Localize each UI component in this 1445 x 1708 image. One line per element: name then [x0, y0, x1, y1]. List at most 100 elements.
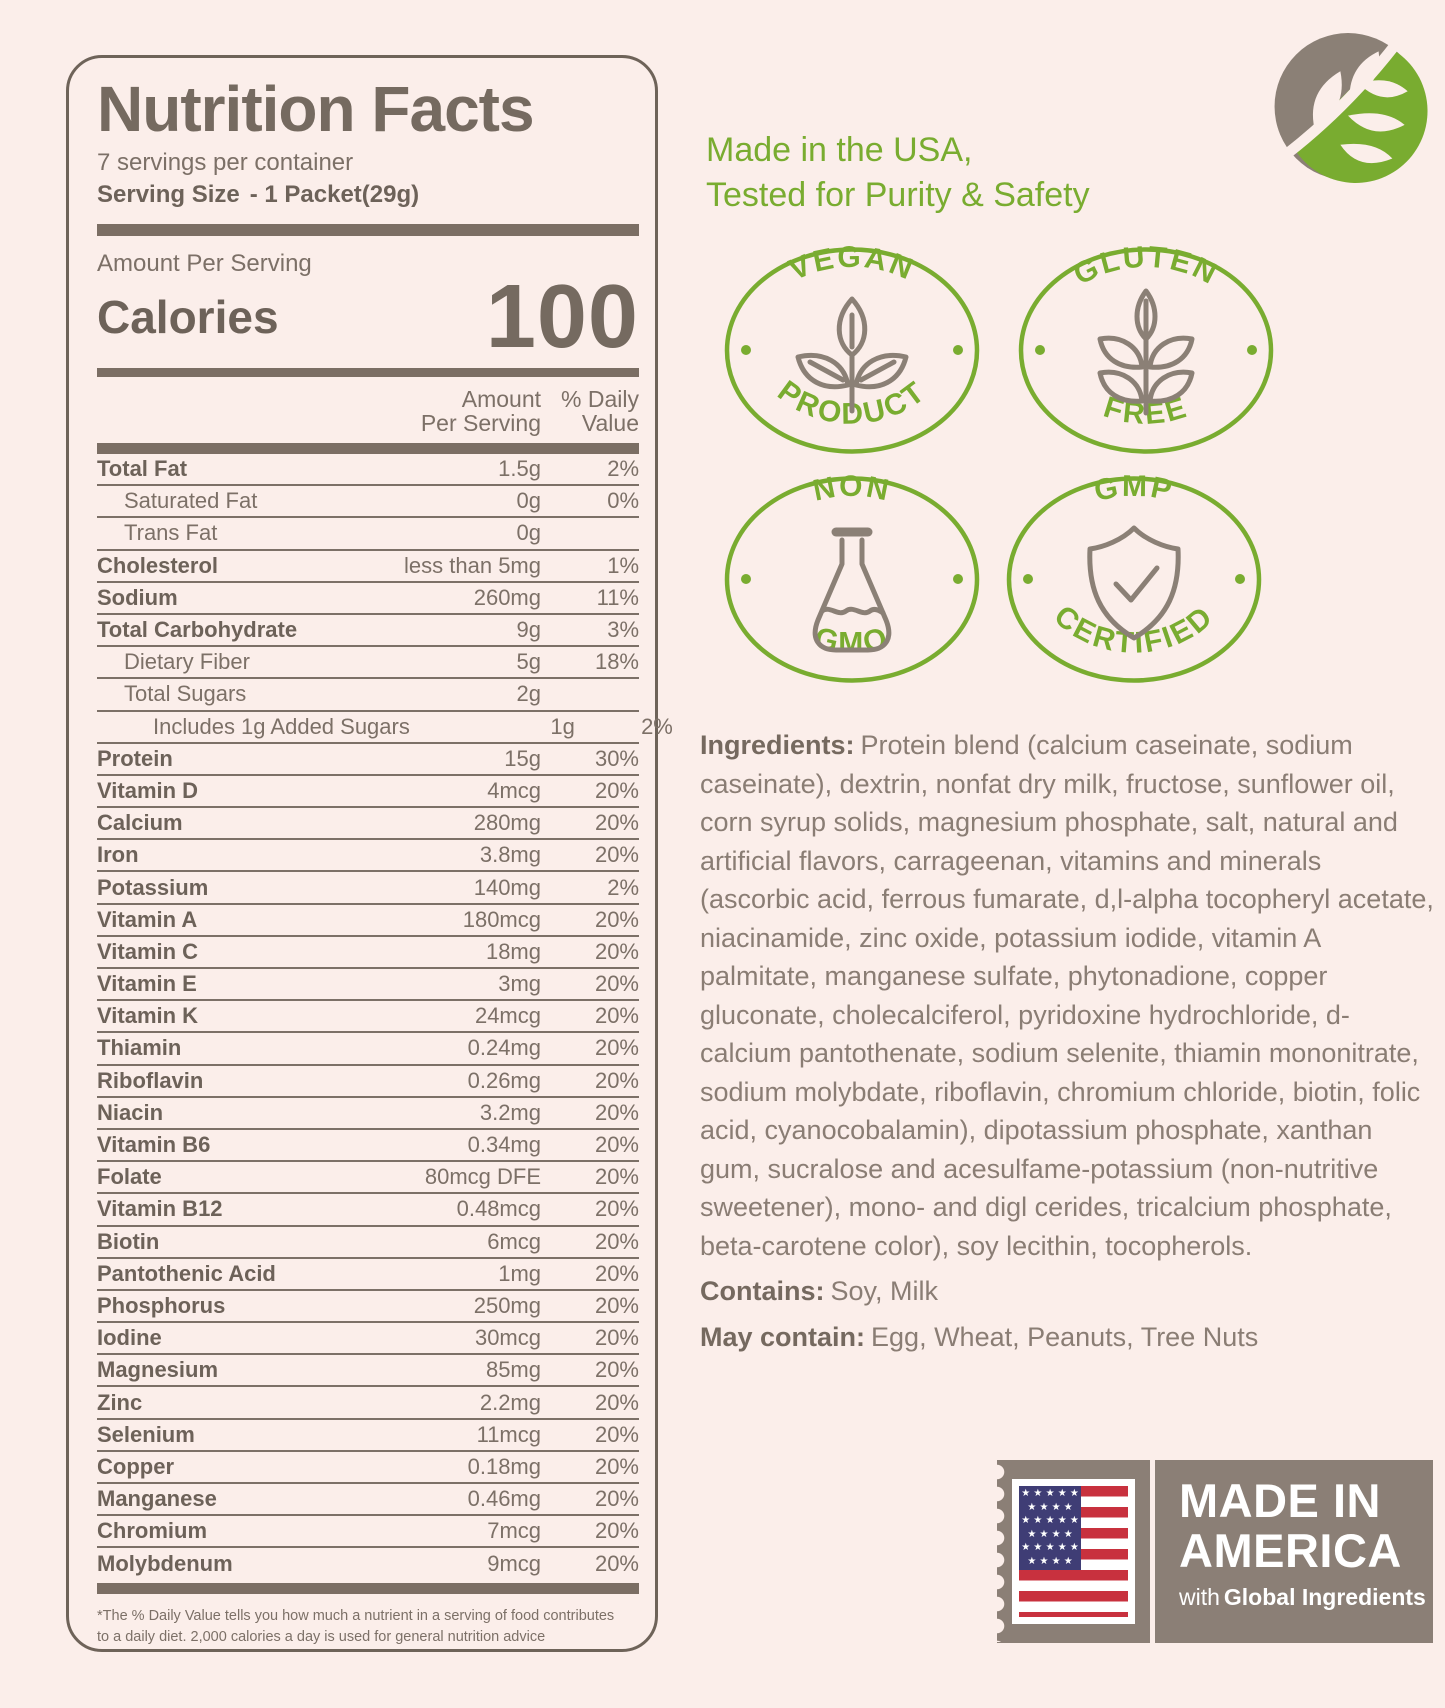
- table-row: Trans Fat 0g: [97, 518, 639, 551]
- calories-value: 100: [485, 267, 639, 367]
- nutrient-amount: 3mg: [498, 971, 541, 997]
- nutrient-name: Copper: [97, 1453, 174, 1479]
- global-ingredients-text: with Global Ingredients: [1179, 1584, 1426, 1610]
- nutrient-name: Thiamin: [97, 1035, 182, 1061]
- nutrient-amount: 85mg: [485, 1357, 541, 1383]
- nutrient-amount: 3.2mg: [479, 1099, 541, 1125]
- nutrient-daily-value: 20%: [594, 1003, 639, 1029]
- america-text: AMERICA: [1179, 1524, 1402, 1577]
- vegan-product-badge: VEGAN PRODUCT: [724, 243, 980, 454]
- nutrient-daily-value: 20%: [594, 1099, 639, 1125]
- usa-flag-icon: ★ ★ ★ ★ ★ ★ ★ ★ ★ ★ ★ ★ ★ ★ ★ ★ ★ ★ ★ ★ …: [1012, 1479, 1135, 1624]
- table-row: Copper 0.18mg 20%: [97, 1452, 639, 1484]
- table-row: Folate 80mcg DFE 20%: [97, 1162, 639, 1195]
- nutrient-amount: 0g: [516, 488, 541, 514]
- table-row: Calcium 280mg 20%: [97, 808, 639, 841]
- nutrient-daily-value: 20%: [594, 1357, 639, 1383]
- nutrient-daily-value: 2%: [641, 713, 673, 739]
- nutrient-daily-value: 20%: [594, 1551, 639, 1577]
- nutrient-name: Vitamin C: [97, 938, 199, 964]
- table-row: Vitamin D 4mcg 20%: [97, 776, 639, 809]
- nutrient-amount: 260mg: [473, 584, 541, 610]
- nutrition-facts-panel: Nutrition Facts 7 servings per container…: [66, 55, 673, 1652]
- table-row: Sodium 260mg 11%: [97, 583, 639, 615]
- table-row: Vitamin C 18mg 20%: [97, 937, 639, 969]
- nutrient-amount: 2.2mg: [479, 1389, 541, 1415]
- nutrient-daily-value: 2%: [607, 456, 639, 482]
- ingredients-paragraph: Ingredients: Protein blend (calcium casei…: [700, 726, 1434, 1265]
- nutrient-amount: 9g: [516, 617, 541, 643]
- nutrition-table: Total Fat 1.5g 2% Saturated Fat 0g 0% Tr…: [97, 454, 673, 1581]
- nutrient-amount: 0.34mg: [467, 1132, 541, 1158]
- nutrient-name: Vitamin K: [97, 1003, 199, 1029]
- nutrient-daily-value: 30%: [594, 745, 639, 771]
- stamp-text-block: MADE IN AMERICA with Global Ingredients: [1155, 1460, 1433, 1643]
- nutrient-daily-value: 1%: [607, 552, 639, 578]
- nutrient-daily-value: 20%: [594, 1067, 639, 1093]
- nutrient-daily-value: 20%: [594, 1389, 639, 1415]
- nutrient-amount: 11mcg: [476, 1421, 541, 1447]
- nutrient-name: Folate: [97, 1164, 162, 1190]
- table-row: Potassium 140mg 2%: [97, 872, 639, 905]
- daily-value-footnote: *The % Daily Value tells you how much a …: [97, 1607, 615, 1645]
- table-row: Pantothenic Acid 1mg 20%: [97, 1259, 639, 1291]
- table-row: Includes 1g Added Sugars 1g 2%: [97, 712, 673, 744]
- ingredients-text: Protein blend (calcium caseinate, sodium…: [700, 730, 1434, 1261]
- nutrient-name: Trans Fat: [124, 520, 218, 546]
- nutrient-name: Vitamin E: [97, 971, 197, 997]
- amount-per-serving-label: Amount Per Serving: [97, 250, 312, 277]
- flag-stars-row: ★ ★ ★ ★: [1027, 1528, 1073, 1540]
- nutrient-amount: 2g: [516, 681, 541, 707]
- non-gmo-badge: NON GMO: [724, 472, 980, 683]
- table-row: Saturated Fat 0g 0%: [97, 486, 639, 519]
- nutrient-amount: 140mg: [473, 874, 541, 900]
- nutrient-name: Niacin: [97, 1099, 164, 1125]
- nutrient-name: Vitamin D: [97, 777, 199, 803]
- table-row: Magnesium 85mg 20%: [97, 1355, 639, 1388]
- made-in-america-stamp: ★ ★ ★ ★ ★ ★ ★ ★ ★ ★ ★ ★ ★ ★ ★ ★ ★ ★ ★ ★ …: [989, 1460, 1433, 1643]
- servings-per-container: 7 servings per container: [97, 149, 354, 176]
- svg-text:NON: NON: [810, 472, 893, 508]
- ingredients-section: Ingredients: Protein blend (calcium casei…: [700, 726, 1434, 1356]
- table-row: Vitamin A 180mcg 20%: [97, 905, 639, 937]
- nutrient-daily-value: 20%: [594, 842, 639, 868]
- nutrient-amount: 1g: [550, 713, 575, 739]
- nutrient-amount: less than 5mg: [404, 552, 541, 578]
- nutrient-amount: 24mcg: [474, 1003, 541, 1029]
- nutrient-amount: 80mcg DFE: [424, 1164, 541, 1190]
- nutrient-name: Pantothenic Acid: [97, 1260, 276, 1286]
- flask-icon: [812, 527, 892, 653]
- svg-text:GLUTEN: GLUTEN: [1068, 243, 1223, 292]
- nutrient-daily-value: 20%: [594, 1035, 639, 1061]
- nutrient-name: Includes 1g Added Sugars: [153, 713, 410, 739]
- table-row: Total Carbohydrate 9g 3%: [97, 615, 639, 648]
- nutrient-daily-value: 20%: [594, 906, 639, 932]
- table-row: Chromium 7mcg 20%: [97, 1516, 639, 1549]
- nutrient-amount: 0g: [516, 520, 541, 546]
- nutrient-amount: 15g: [504, 745, 541, 771]
- nutrient-daily-value: 20%: [594, 938, 639, 964]
- table-row: Niacin 3.2mg 20%: [97, 1098, 639, 1130]
- nutrient-amount: 0.18mg: [467, 1453, 541, 1479]
- nutrient-name: Vitamin A: [97, 906, 198, 932]
- calories-row: Calories 100: [97, 267, 639, 367]
- nutrient-amount: 5g: [516, 649, 541, 675]
- nutrient-amount: 0.48mcg: [456, 1196, 541, 1222]
- calories-label: Calories: [97, 291, 279, 343]
- column-header-daily-value: % Daily Value: [561, 386, 639, 436]
- nutrient-amount: 7mcg: [487, 1518, 541, 1544]
- nutrient-name: Vitamin B6: [97, 1132, 211, 1158]
- table-row: Molybdenum 9mcg 20%: [97, 1548, 639, 1580]
- nutrient-amount: 6mcg: [487, 1228, 541, 1254]
- made-in-usa-tagline: Made in the USA, Tested for Purity & Saf…: [706, 131, 1090, 214]
- nutrient-amount: 3.8mg: [479, 842, 541, 868]
- flag-stars-row: ★ ★ ★ ★ ★: [1021, 1488, 1079, 1500]
- table-row: Total Sugars 2g: [97, 679, 639, 712]
- nutrient-name: Vitamin B12: [97, 1196, 223, 1222]
- nutrient-daily-value: 20%: [594, 1518, 639, 1544]
- gluten-free-badge: GLUTEN FREE: [1018, 243, 1274, 454]
- nutrient-daily-value: 20%: [594, 810, 639, 836]
- nutrient-amount: 180mcg: [462, 906, 541, 932]
- contains-line: Contains: Soy, Milk: [700, 1276, 939, 1306]
- nutrient-daily-value: 20%: [594, 971, 639, 997]
